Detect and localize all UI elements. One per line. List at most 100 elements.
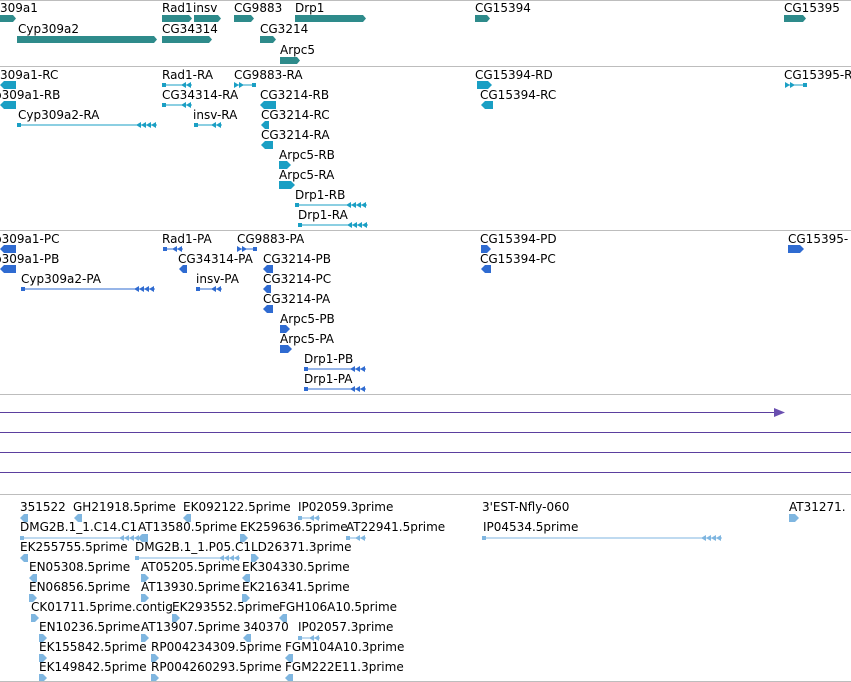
gene-label[interactable]: CG15395 bbox=[784, 1, 840, 15]
transcript-label[interactable]: Arpc5-RB bbox=[279, 148, 335, 162]
est-label[interactable]: FGH106A10.5prime bbox=[279, 600, 398, 614]
protein-feature[interactable] bbox=[196, 285, 222, 293]
est-label[interactable]: EK255755.5prime bbox=[20, 540, 128, 554]
est-label[interactable]: GH21918.5prime bbox=[73, 500, 176, 514]
est-label[interactable]: AT05205.5prime bbox=[141, 560, 241, 574]
protein-feature[interactable] bbox=[163, 245, 183, 253]
transcript-label[interactable]: Cyp309a2-RA bbox=[18, 108, 100, 122]
est-label[interactable]: RP004234309.5prime bbox=[151, 640, 282, 654]
transcript-feature[interactable] bbox=[0, 81, 16, 89]
transcript-label[interactable]: CG3214-RC bbox=[261, 108, 330, 122]
protein-label[interactable]: CG15394-PD bbox=[480, 232, 557, 246]
est-feature[interactable] bbox=[251, 554, 259, 562]
gene-feature[interactable] bbox=[162, 15, 192, 22]
transcript-feature[interactable] bbox=[162, 81, 192, 89]
est-label[interactable]: EK293552.5prime bbox=[172, 600, 280, 614]
gene-feature[interactable] bbox=[162, 36, 212, 43]
est-label[interactable]: IP04534.5prime bbox=[483, 520, 579, 534]
gene-feature[interactable] bbox=[280, 57, 300, 64]
protein-label[interactable]: CG3214-PC bbox=[263, 272, 332, 286]
est-feature[interactable] bbox=[39, 634, 47, 642]
protein-feature[interactable] bbox=[0, 265, 16, 273]
transcript-label[interactable]: insv-RA bbox=[193, 108, 238, 122]
transcript-feature[interactable] bbox=[477, 81, 492, 89]
gene-label[interactable]: Cyp309a2 bbox=[18, 22, 79, 36]
est-feature[interactable] bbox=[242, 574, 250, 582]
transcript-label[interactable]: CG15395-R bbox=[784, 68, 851, 82]
transcript-label[interactable]: Rad1-RA bbox=[162, 68, 214, 82]
est-feature[interactable] bbox=[31, 614, 39, 622]
protein-feature[interactable] bbox=[179, 265, 187, 273]
est-feature[interactable] bbox=[39, 674, 47, 682]
est-feature[interactable] bbox=[172, 614, 180, 622]
gene-label[interactable]: insv bbox=[193, 1, 218, 15]
est-label[interactable]: 3'EST-Nfly-060 bbox=[482, 500, 570, 514]
protein-label[interactable]: Rad1-PA bbox=[162, 232, 212, 246]
est-feature[interactable] bbox=[242, 594, 250, 602]
gene-label[interactable]: CG15394 bbox=[475, 1, 531, 15]
alignment-line[interactable] bbox=[0, 432, 851, 433]
est-label[interactable]: EN06856.5prime bbox=[29, 580, 131, 594]
transcript-feature[interactable] bbox=[194, 121, 222, 129]
transcript-feature[interactable] bbox=[0, 101, 16, 109]
est-feature[interactable] bbox=[298, 514, 320, 522]
protein-label[interactable]: p309a1-PB bbox=[0, 252, 60, 266]
est-feature[interactable] bbox=[789, 514, 799, 522]
transcript-feature[interactable] bbox=[261, 121, 269, 129]
protein-feature[interactable] bbox=[481, 245, 491, 253]
est-feature[interactable] bbox=[279, 614, 287, 622]
transcript-label[interactable]: CG3214-RB bbox=[260, 88, 330, 102]
protein-feature[interactable] bbox=[304, 365, 366, 373]
protein-label[interactable]: Drp1-PB bbox=[304, 352, 354, 366]
transcript-label[interactable]: CG15394-RD bbox=[475, 68, 553, 82]
transcript-label[interactable]: Drp1-RA bbox=[298, 208, 348, 222]
est-feature[interactable] bbox=[20, 514, 28, 522]
est-label[interactable]: EN10236.5prime bbox=[39, 620, 141, 634]
est-label[interactable]: EK092122.5prime bbox=[183, 500, 291, 514]
protein-feature[interactable] bbox=[481, 265, 491, 273]
est-label[interactable]: EK259636.5prime bbox=[240, 520, 348, 534]
est-label[interactable]: AT22941.5prime bbox=[346, 520, 446, 534]
transcript-label[interactable]: Drp1-RB bbox=[295, 188, 346, 202]
protein-label[interactable]: CG34314-PA bbox=[178, 252, 253, 266]
est-feature[interactable] bbox=[135, 554, 240, 562]
protein-feature[interactable] bbox=[280, 345, 292, 353]
gene-label[interactable]: Arpc5 bbox=[280, 43, 315, 57]
protein-label[interactable]: Arpc5-PA bbox=[280, 332, 334, 346]
gene-feature[interactable] bbox=[475, 15, 490, 22]
gene-label[interactable]: CG9883 bbox=[234, 1, 283, 15]
alignment-line[interactable] bbox=[0, 472, 851, 473]
est-label[interactable]: EK155842.5prime bbox=[39, 640, 147, 654]
est-label[interactable]: IP02057.3prime bbox=[298, 620, 394, 634]
transcript-feature[interactable] bbox=[785, 81, 807, 89]
protein-label[interactable]: Cyp309a2-PA bbox=[21, 272, 101, 286]
est-feature[interactable] bbox=[482, 534, 722, 542]
protein-feature[interactable] bbox=[21, 285, 155, 293]
est-label[interactable]: EK149842.5prime bbox=[39, 660, 147, 674]
est-feature[interactable] bbox=[285, 674, 293, 682]
protein-label[interactable]: CG15394-PC bbox=[480, 252, 556, 266]
protein-label[interactable]: CG15395- bbox=[788, 232, 849, 246]
gene-label[interactable]: 309a1 bbox=[0, 1, 38, 15]
protein-feature[interactable] bbox=[304, 385, 366, 393]
transcript-feature[interactable] bbox=[162, 101, 192, 109]
protein-label[interactable]: Arpc5-PB bbox=[280, 312, 335, 326]
transcript-feature[interactable] bbox=[481, 101, 493, 109]
transcript-feature[interactable] bbox=[279, 181, 295, 189]
est-feature[interactable] bbox=[141, 574, 149, 582]
est-label[interactable]: AT31271. bbox=[789, 500, 846, 514]
est-feature[interactable] bbox=[151, 674, 159, 682]
est-feature[interactable] bbox=[243, 634, 251, 642]
est-feature[interactable] bbox=[29, 574, 37, 582]
protein-label[interactable]: p309a1-PC bbox=[0, 232, 60, 246]
gene-label[interactable]: Rad1 bbox=[162, 1, 193, 15]
est-label[interactable]: AT13907.5prime bbox=[141, 620, 241, 634]
est-label[interactable]: FGM222E11.3prime bbox=[285, 660, 404, 674]
gene-label[interactable]: CG34314 bbox=[162, 22, 218, 36]
est-feature[interactable] bbox=[138, 534, 148, 542]
est-label[interactable]: IP02059.3prime bbox=[298, 500, 394, 514]
est-feature[interactable] bbox=[240, 534, 248, 542]
est-label[interactable]: RP004260293.5prime bbox=[151, 660, 282, 674]
est-label[interactable]: 351522 bbox=[20, 500, 66, 514]
transcript-label[interactable]: CG15394-RC bbox=[480, 88, 557, 102]
